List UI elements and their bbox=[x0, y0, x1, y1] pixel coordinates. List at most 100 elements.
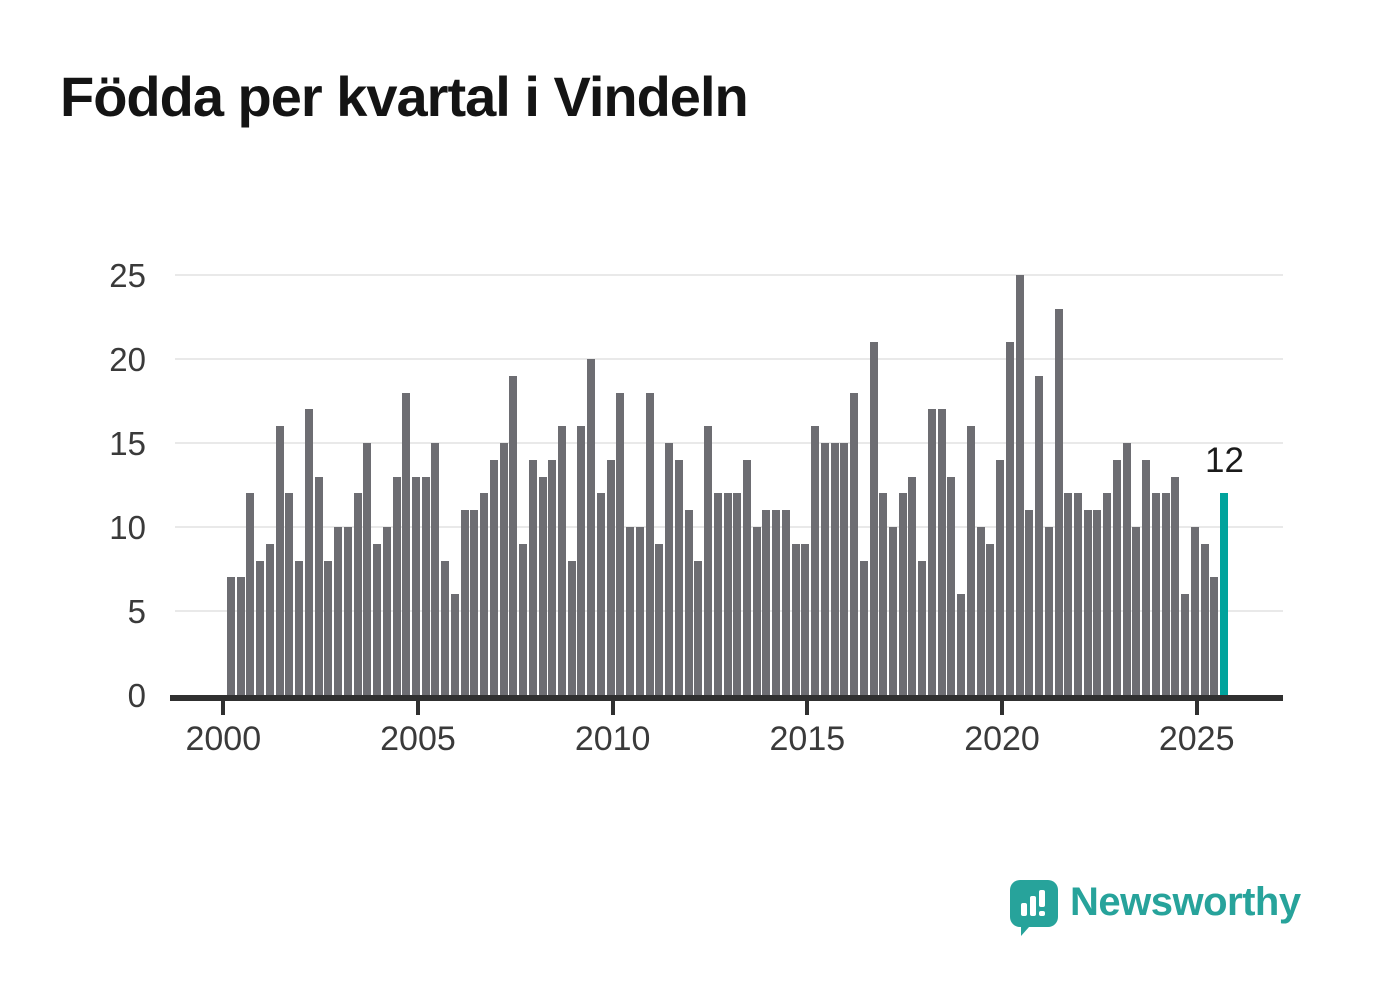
bar bbox=[1200, 543, 1209, 695]
bar bbox=[441, 560, 450, 695]
y-axis-label: 5 bbox=[127, 593, 146, 630]
bar bbox=[635, 527, 644, 695]
bar bbox=[324, 560, 333, 695]
bar bbox=[1171, 476, 1180, 695]
bar bbox=[1122, 443, 1131, 695]
x-axis-label: 2015 bbox=[769, 720, 846, 758]
bar bbox=[665, 443, 674, 695]
axis-tick bbox=[1000, 701, 1005, 715]
bar bbox=[1025, 510, 1034, 695]
bar bbox=[236, 577, 245, 695]
bar bbox=[587, 359, 596, 695]
bar bbox=[1054, 308, 1063, 695]
bar bbox=[830, 443, 839, 695]
bar bbox=[1093, 510, 1102, 695]
bar bbox=[528, 459, 537, 695]
bar bbox=[567, 560, 576, 695]
bar bbox=[1005, 342, 1014, 695]
bar bbox=[227, 577, 235, 695]
bar bbox=[645, 392, 654, 695]
bar bbox=[1015, 275, 1024, 695]
x-axis-label: 2005 bbox=[380, 720, 456, 758]
bar bbox=[684, 510, 693, 695]
bar bbox=[704, 426, 713, 695]
bar bbox=[655, 543, 664, 695]
gridline bbox=[175, 358, 1283, 360]
bar bbox=[431, 443, 440, 695]
bar bbox=[762, 510, 771, 695]
bar bbox=[421, 476, 430, 695]
x-axis-label: 2000 bbox=[185, 720, 262, 758]
bar bbox=[363, 443, 372, 695]
bar bbox=[1073, 493, 1082, 695]
bar bbox=[265, 543, 274, 695]
y-axis-label: 20 bbox=[109, 341, 146, 378]
bar bbox=[966, 426, 975, 695]
bar bbox=[898, 493, 907, 695]
bar bbox=[246, 493, 255, 695]
x-axis-label: 2025 bbox=[1158, 720, 1235, 758]
newsworthy-wordmark: Newsworthy bbox=[1070, 880, 1301, 924]
axis-tick bbox=[415, 701, 420, 715]
bar bbox=[577, 426, 586, 695]
bar bbox=[382, 527, 391, 695]
bar bbox=[596, 493, 605, 695]
bar bbox=[392, 476, 401, 695]
bar bbox=[548, 459, 557, 695]
bar bbox=[499, 443, 508, 695]
bar bbox=[256, 560, 265, 695]
bar bbox=[606, 459, 615, 695]
bar bbox=[460, 510, 469, 695]
y-axis-label: 0 bbox=[127, 677, 146, 714]
bar bbox=[616, 392, 625, 695]
bar bbox=[1181, 594, 1190, 695]
bar bbox=[840, 443, 849, 695]
bar bbox=[791, 543, 800, 695]
axis-tick bbox=[221, 701, 226, 715]
bar bbox=[742, 459, 751, 695]
bar bbox=[869, 342, 878, 695]
bar bbox=[1044, 527, 1053, 695]
page-title: Födda per kvartal i Vindeln bbox=[60, 65, 749, 128]
gridline bbox=[175, 274, 1283, 276]
bar bbox=[937, 409, 946, 695]
bar bbox=[538, 476, 547, 695]
bar bbox=[626, 527, 635, 695]
bar bbox=[996, 459, 1005, 695]
bar bbox=[1083, 510, 1092, 695]
bar bbox=[353, 493, 362, 695]
gridline bbox=[175, 442, 1283, 444]
bar bbox=[811, 426, 820, 695]
bar bbox=[373, 543, 382, 695]
axis-tick bbox=[610, 701, 615, 715]
highlighted-bar bbox=[1220, 493, 1229, 695]
bar bbox=[772, 510, 781, 695]
bar bbox=[781, 510, 790, 695]
bar bbox=[801, 543, 810, 695]
bar bbox=[402, 392, 411, 695]
bar-value-label: 12 bbox=[1205, 441, 1244, 480]
bar bbox=[733, 493, 742, 695]
bar bbox=[450, 594, 459, 695]
bar bbox=[879, 493, 888, 695]
bar bbox=[558, 426, 566, 695]
y-axis-label: 15 bbox=[109, 425, 146, 462]
axis-tick bbox=[1194, 701, 1199, 715]
bar bbox=[1161, 493, 1170, 695]
bar bbox=[713, 493, 722, 695]
y-axis-label: 25 bbox=[109, 257, 146, 294]
bar bbox=[1142, 459, 1151, 695]
bar bbox=[489, 459, 498, 695]
bar bbox=[1103, 493, 1112, 695]
bar bbox=[1151, 493, 1160, 695]
bar bbox=[752, 527, 761, 695]
x-axis-label: 2010 bbox=[574, 720, 651, 758]
bar bbox=[314, 476, 323, 695]
bar bbox=[470, 510, 479, 695]
bar bbox=[285, 493, 294, 695]
bar bbox=[927, 409, 936, 695]
bar bbox=[918, 560, 927, 695]
y-axis-label: 10 bbox=[109, 509, 146, 546]
bar bbox=[889, 527, 897, 695]
